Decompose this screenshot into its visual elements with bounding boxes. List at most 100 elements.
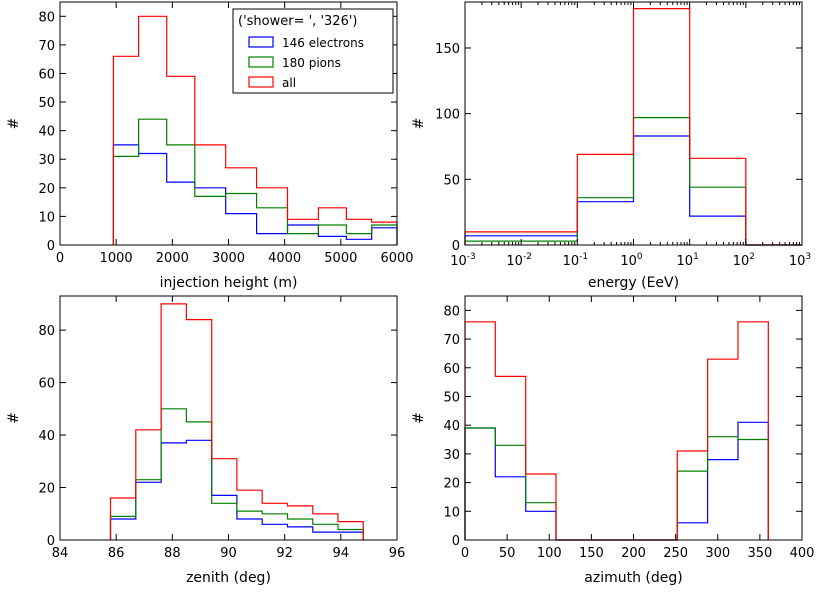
legend-entry-label: all xyxy=(282,76,296,90)
y-tick-label: 10 xyxy=(38,210,55,225)
x-tick-label-base: 10 xyxy=(677,254,694,269)
x-tick-label: 50 xyxy=(499,546,516,561)
y-tick-label: 100 xyxy=(435,108,460,123)
y-tick-label: 0 xyxy=(452,534,460,549)
x-tick-label: 92 xyxy=(276,546,293,561)
x-tick-label-exponent: -1 xyxy=(579,252,588,262)
chart-panel-1: 0 1000 2000 3000 4000 5000 6000 0 10 20 30 40 50 60 70… xyxy=(6,1,414,291)
histogram-series-1 xyxy=(112,144,398,245)
y-axis-label: # xyxy=(6,412,22,424)
x-tick-label: 100 xyxy=(620,252,643,269)
y-tick-label: 50 xyxy=(38,96,55,111)
y-tick-label: 20 xyxy=(38,482,55,497)
y-tick-label: 50 xyxy=(443,390,460,405)
chart-panel-2: 10-3 10-2 10-1 100 101 102 103050100150energy … xyxy=(411,1,811,291)
x-tick-label-base: 10 xyxy=(563,254,580,269)
histogram-series-2 xyxy=(464,427,769,541)
x-tick-label-base: 10 xyxy=(506,254,523,269)
x-tick-label: 0 xyxy=(56,251,64,266)
y-tick-label: 10 xyxy=(443,505,460,520)
x-tick-label: 10-3 xyxy=(450,252,476,269)
x-tick-label-base: 10 xyxy=(789,254,806,269)
x-tick-label-exponent: 3 xyxy=(805,252,811,262)
y-tick-label: 20 xyxy=(443,477,460,492)
legend-swatch xyxy=(248,36,274,48)
x-tick-label-base: 10 xyxy=(733,254,750,269)
y-axis-label: # xyxy=(411,118,427,130)
x-tick-label: 6000 xyxy=(380,251,413,266)
x-tick-label: 150 xyxy=(579,546,604,561)
x-tick-label: 1000 xyxy=(100,251,133,266)
x-tick-label: 4000 xyxy=(268,251,301,266)
y-tick-label: 40 xyxy=(38,429,55,444)
x-axis-label: zenith (deg) xyxy=(186,570,271,586)
y-axis-label: # xyxy=(411,412,427,424)
x-tick-label-base: 10 xyxy=(620,254,637,269)
y-tick-label: 30 xyxy=(38,153,55,168)
y-tick-label: 20 xyxy=(38,182,55,197)
y-tick-label: 30 xyxy=(443,448,460,463)
x-tick-label-exponent: 0 xyxy=(637,252,643,262)
legend: ('shower= ', '326') 146 electrons 180 pion… xyxy=(232,8,394,94)
x-tick-label-exponent: 2 xyxy=(749,252,755,262)
legend-entry-label: 146 electrons xyxy=(282,36,364,50)
y-tick-label: 80 xyxy=(38,10,55,25)
x-tick-label: 3000 xyxy=(212,251,245,266)
y-tick-label: 40 xyxy=(443,419,460,434)
x-tick-label: 250 xyxy=(663,546,688,561)
x-axis-label: azimuth (deg) xyxy=(584,570,682,586)
y-tick-label: 0 xyxy=(47,239,55,254)
y-tick-label: 70 xyxy=(38,39,55,54)
x-axis-label: energy (EeV) xyxy=(588,275,679,291)
x-tick-label: 90 xyxy=(220,546,237,561)
y-tick-label: 80 xyxy=(443,304,460,319)
histogram-series-3 xyxy=(109,303,364,540)
y-tick-label: 80 xyxy=(38,324,55,339)
histogram-series-2 xyxy=(109,408,364,540)
x-tick-label: 84 xyxy=(52,546,69,561)
x-tick-label-exponent: -3 xyxy=(467,252,476,262)
x-tick-label: 86 xyxy=(108,546,125,561)
x-tick-label-exponent: 1 xyxy=(693,252,699,262)
x-tick-label: 200 xyxy=(621,546,646,561)
y-tick-label: 60 xyxy=(443,362,460,377)
x-tick-label: 350 xyxy=(747,546,772,561)
y-tick-label: 60 xyxy=(38,67,55,82)
x-tick-label: 101 xyxy=(677,252,699,269)
histogram-series-3 xyxy=(464,321,769,541)
x-tick-label: 102 xyxy=(733,252,755,269)
legend-box xyxy=(232,8,394,94)
histogram-series-3 xyxy=(464,8,802,246)
x-tick-label: 5000 xyxy=(324,251,357,266)
histogram-series-2 xyxy=(112,118,398,245)
legend-title: ('shower= ', '326') xyxy=(238,14,357,29)
legend-swatch xyxy=(248,56,274,68)
histogram-series-1 xyxy=(464,421,769,541)
y-tick-label: 0 xyxy=(452,239,460,254)
x-tick-label: 88 xyxy=(164,546,181,561)
y-axis-label: # xyxy=(6,118,22,130)
x-axis-label: injection height (m) xyxy=(160,275,298,291)
y-tick-label: 50 xyxy=(443,173,460,188)
x-tick-label: 10-2 xyxy=(506,252,532,269)
chart-panel-3: 84 86 88 90 92 94 96 0 20 40 60 80 zenith (deg) # xyxy=(6,295,406,586)
x-tick-label: 100 xyxy=(537,546,562,561)
y-tick-label: 70 xyxy=(443,333,460,348)
y-tick-label: 150 xyxy=(435,42,460,57)
x-tick-label: 10-1 xyxy=(563,252,589,269)
x-tick-label: 94 xyxy=(333,546,350,561)
x-tick-label: 300 xyxy=(705,546,730,561)
histogram-series-3 xyxy=(112,15,398,245)
x-tick-label: 96 xyxy=(389,546,406,561)
x-tick-label-base: 10 xyxy=(450,254,467,269)
x-tick-label: 2000 xyxy=(156,251,189,266)
legend-swatch xyxy=(248,76,274,88)
y-tick-label: 0 xyxy=(47,534,55,549)
axes-frame xyxy=(464,295,803,541)
y-tick-label: 40 xyxy=(38,125,55,140)
x-tick-label: 103 xyxy=(789,252,811,269)
legend-entry-label: 180 pions xyxy=(282,56,341,70)
y-tick-label: 60 xyxy=(38,377,55,392)
histogram-series-1 xyxy=(109,439,364,540)
